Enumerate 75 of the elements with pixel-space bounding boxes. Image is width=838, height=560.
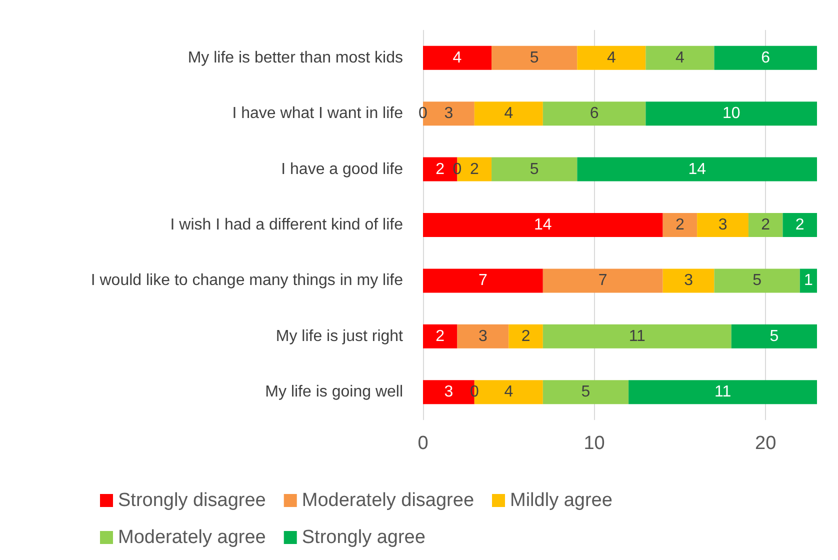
y-tick-label: I would like to change many things in my life [90, 272, 404, 290]
data-label: 2 [521, 328, 530, 345]
data-label: 4 [452, 49, 462, 66]
bar [508, 324, 543, 348]
bar [423, 46, 492, 70]
data-label: 7 [478, 272, 488, 290]
data-label: 6 [761, 49, 770, 66]
bar [457, 324, 509, 348]
bar [423, 213, 663, 237]
bar [577, 46, 646, 70]
bar [577, 157, 817, 182]
data-label: 2 [795, 216, 804, 234]
bar [542, 380, 629, 404]
data-label: 4 [676, 49, 685, 66]
data-label: 7 [598, 272, 608, 290]
data-label: 6 [590, 105, 599, 122]
y-tick-label: I wish I had a different kind of life [170, 216, 404, 234]
y-tick-label: My life is better than most kids [188, 49, 403, 66]
bar [697, 213, 748, 237]
bar [542, 102, 646, 126]
data-label: 2 [470, 160, 479, 178]
data-label: 14 [534, 216, 552, 234]
data-label: 1 [804, 272, 813, 290]
data-label: 2 [436, 328, 445, 345]
data-label: 14 [688, 160, 706, 178]
bar [628, 380, 817, 404]
data-label: 10 [722, 105, 740, 122]
data-label: 11 [714, 384, 732, 401]
bar [423, 268, 543, 293]
data-label: 4 [504, 384, 514, 401]
bar [782, 213, 817, 237]
data-label: 4 [606, 49, 616, 66]
legend-label: Moderately disagree [302, 490, 474, 511]
y-tick-label: My life is just right [276, 328, 404, 345]
data-label: 2 [436, 160, 445, 178]
data-label: 3 [684, 272, 694, 290]
x-tick-label: 10 [584, 433, 605, 454]
legend-label: Moderately agree [118, 527, 266, 548]
legend-label: Mildly agree [510, 490, 612, 511]
data-label: 3 [718, 216, 728, 234]
legend-label: Strongly disagree [118, 490, 266, 511]
data-label: 3 [478, 328, 488, 345]
annotation: 0 [418, 105, 428, 122]
bar [492, 46, 578, 70]
data-label: 5 [770, 328, 779, 345]
x-tick-label: 0 [418, 433, 428, 454]
data-label: 11 [628, 328, 646, 345]
bar [748, 213, 783, 237]
bar [542, 324, 732, 348]
bar [714, 268, 800, 293]
data-label: 5 [752, 272, 762, 290]
data-label: 4 [504, 105, 514, 122]
bar [646, 102, 817, 126]
data-label: 5 [530, 49, 539, 66]
data-label: 2 [761, 216, 770, 234]
bar [542, 268, 663, 293]
y-tick-label: My life is going well [265, 384, 403, 401]
legend-label: Strongly agree [302, 527, 426, 548]
bar [474, 102, 543, 126]
bar [731, 324, 817, 348]
bar [714, 46, 817, 70]
data-label: 5 [530, 160, 539, 178]
bar [423, 324, 458, 348]
y-tick-label: I have a good life [281, 160, 404, 178]
bar [800, 268, 817, 293]
data-label: 3 [444, 105, 454, 122]
data-label: 2 [676, 216, 685, 234]
data-label: 5 [581, 384, 590, 401]
bar [646, 46, 714, 70]
bar [492, 157, 578, 182]
data-label: 3 [444, 384, 454, 401]
x-tick-label: 20 [755, 433, 776, 454]
y-tick-label: I have what I want in life [232, 105, 404, 122]
bar [662, 268, 714, 293]
bar [662, 213, 698, 237]
